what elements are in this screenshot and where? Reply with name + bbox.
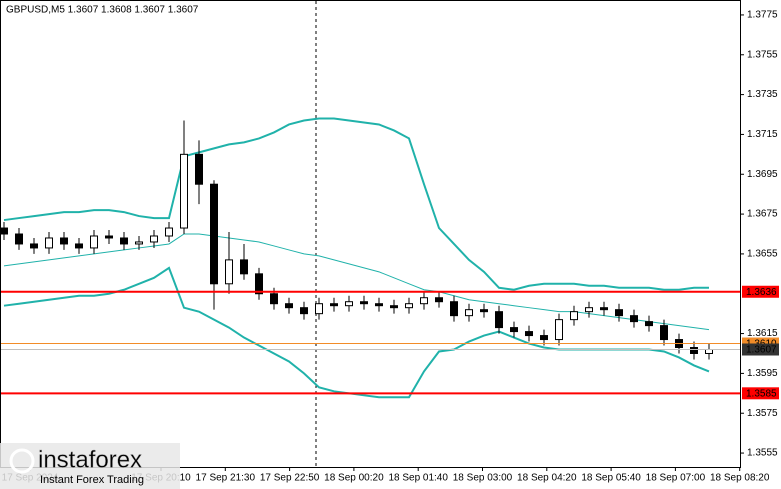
y-tick-label: 1.3595 [747, 368, 778, 379]
candle-body [510, 327, 518, 333]
candle-body [45, 237, 53, 249]
logo: instaforex Instant Forex Trading [0, 443, 180, 489]
candle-body [375, 303, 383, 307]
x-tick-label: 17 Sep 22:50 [260, 473, 320, 484]
candle-body [315, 303, 323, 315]
bollinger-band [3, 117, 709, 291]
candle-body [210, 183, 218, 285]
plot-frame [0, 0, 741, 468]
price-label-bg [742, 343, 779, 356]
y-tick-label: 1.3575 [747, 408, 778, 419]
price-label: 1.3607 [746, 345, 777, 356]
candle-body [255, 273, 263, 295]
candle-body [465, 309, 473, 317]
candle-body [300, 307, 308, 315]
candle-body [435, 297, 443, 303]
y-tick-label: 1.3715 [747, 129, 778, 140]
candle-body [450, 301, 458, 317]
candle-body [660, 325, 668, 341]
candle-body [615, 309, 623, 317]
y-tick-label: 1.3555 [747, 448, 778, 459]
price-label: 1.3636 [746, 287, 777, 298]
candle-body [495, 311, 503, 329]
logo-bg [0, 443, 180, 489]
candle-body [240, 259, 248, 275]
y-tick-label: 1.3675 [747, 209, 778, 220]
candle-body [525, 331, 533, 337]
candle-body [270, 293, 278, 305]
x-tick-label: 18 Sep 00:20 [324, 473, 384, 484]
candle-body [15, 233, 23, 245]
x-tick-label: 18 Sep 03:00 [453, 473, 513, 484]
candle-body [390, 305, 398, 309]
price-label: 1.3585 [746, 388, 777, 399]
candle-body [0, 227, 8, 235]
candle-body [90, 235, 98, 249]
logo-tagline: Instant Forex Trading [40, 474, 144, 486]
candle-body [150, 235, 158, 243]
candle-body [30, 243, 38, 249]
bollinger-band [3, 233, 710, 331]
candle-body [225, 259, 233, 285]
candle-body [480, 309, 488, 313]
candle-body [555, 319, 563, 341]
candle-body [360, 301, 368, 305]
candle-body [540, 335, 548, 341]
chart-title: GBPUSD,M5 1.3607 1.3608 1.3607 1.3607 [6, 5, 199, 16]
candle-body [105, 235, 113, 239]
price-label-bg [742, 285, 779, 298]
candle-body [600, 307, 608, 311]
candle-body [285, 303, 293, 309]
y-tick-label: 1.3775 [747, 10, 778, 21]
candle-body [420, 297, 428, 305]
candle-body [705, 349, 713, 354]
price-label-bg [742, 387, 779, 400]
candle-body [690, 347, 698, 354]
candle-body [180, 153, 188, 229]
candle-body [630, 315, 638, 323]
x-tick-label: 18 Sep 08:20 [710, 473, 770, 484]
y-tick-label: 1.3655 [747, 249, 778, 260]
x-tick-label: 18 Sep 07:00 [646, 473, 706, 484]
logo-name: instaforex [38, 446, 142, 473]
candle-body [195, 153, 203, 185]
x-tick-label: 18 Sep 05:40 [581, 473, 641, 484]
candle-body [585, 307, 593, 313]
candle-body [345, 301, 353, 307]
candle-body [60, 237, 68, 245]
x-tick-label: 17 Sep 21:30 [196, 473, 256, 484]
y-tick-label: 1.3695 [747, 169, 778, 180]
y-tick-label: 1.3735 [747, 89, 778, 100]
y-tick-label: 1.3755 [747, 49, 778, 60]
candle-body [405, 303, 413, 309]
candle-body [330, 303, 338, 307]
candle-body [120, 237, 128, 245]
x-tick-label: 18 Sep 04:20 [517, 473, 577, 484]
y-tick-label: 1.3615 [747, 328, 778, 339]
x-tick-label: 18 Sep 01:40 [388, 473, 448, 484]
candle-body [645, 321, 653, 327]
candle-body [135, 241, 143, 245]
candle-body [75, 243, 83, 249]
logo-icon [9, 448, 35, 474]
candle-body [570, 311, 578, 321]
candle-body [165, 227, 173, 237]
